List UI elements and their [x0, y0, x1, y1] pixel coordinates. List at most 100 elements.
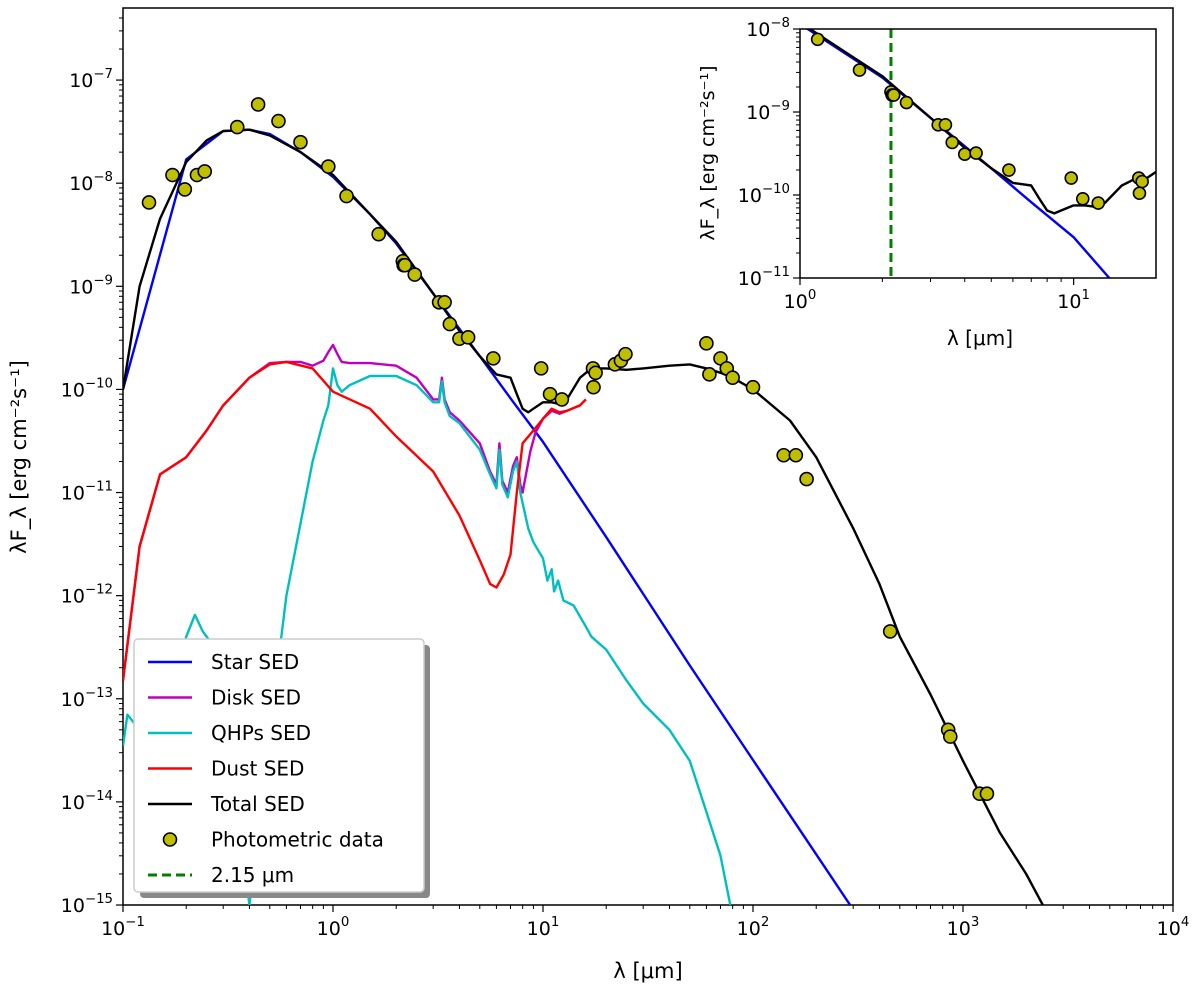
legend-box: [133, 638, 425, 893]
legend-label: Total SED: [210, 792, 305, 816]
y-tick-label: 10−9: [746, 99, 790, 124]
y-tick-label: 10−7: [69, 67, 113, 92]
photometric-data-point: [542, 386, 558, 402]
photometric-data-point: [293, 134, 308, 150]
x-tick-label: 100: [784, 288, 817, 313]
y-tick-label: 10−9: [69, 273, 113, 298]
photometric-data-point: [882, 624, 898, 639]
photometric-data-point: [1091, 196, 1106, 210]
x-tick-label: 100: [317, 915, 350, 940]
main-photometric-markers: [141, 97, 995, 802]
x-tick-label: 103: [947, 915, 980, 940]
y-tick-label: 10−12: [61, 583, 113, 608]
legend-label: 2.15 μm: [211, 863, 294, 887]
y-tick-label: 10−11: [738, 265, 790, 290]
photometric-data-point: [702, 367, 717, 382]
legend-label: Star SED: [211, 650, 299, 674]
main-sed-plot: 10−1 100 101 102 103 104 10−15 10−14 10−13 10−12…: [7, 7, 1189, 983]
legend-swatch: [162, 832, 178, 847]
photometric-data-point: [942, 729, 958, 744]
photometric-data-point: [554, 392, 570, 407]
photometric-data-point: [618, 346, 633, 362]
photometric-data-point: [1132, 186, 1147, 201]
inset-plot-frame: [799, 28, 1157, 279]
legend-items: Star SED Disk SED QHPs SED Dust SED Total SE…: [148, 650, 384, 887]
legend-entry-dust-sed: Dust SED: [148, 757, 304, 781]
photometric-data-point: [397, 257, 413, 273]
photometric-data-point: [250, 97, 266, 112]
photometric-data-point: [165, 167, 180, 183]
photometric-data-point: [957, 147, 972, 162]
photometric-data-point: [177, 182, 193, 197]
photometric-data-point: [460, 330, 476, 345]
y-tick-label: 10−10: [61, 376, 113, 401]
legend-entry-qhps-sed: QHPs SED: [148, 721, 311, 745]
photometric-data-point: [799, 471, 814, 487]
photometric-data-point: [586, 379, 601, 395]
y-tick-label: 10−15: [61, 892, 113, 917]
photometric-data-point: [197, 164, 213, 179]
photometric-data-point: [437, 294, 452, 310]
photometric-data-point: [979, 786, 995, 802]
y-tick-label: 10−8: [746, 16, 790, 41]
y-tick-label: 10−11: [61, 480, 113, 505]
inset-photometric-markers: [810, 32, 1149, 210]
photometric-data-point: [321, 159, 336, 174]
photometric-data-point: [1075, 191, 1090, 206]
photometric-data-point: [229, 119, 245, 135]
photometric-data-point: [486, 351, 501, 366]
photometric-data-point: [725, 370, 740, 385]
photometric-data-point: [938, 118, 953, 132]
inset-x-axis-ticks: 100 101: [784, 278, 1090, 313]
photometric-data-point: [339, 188, 354, 204]
photometric-data-point: [588, 365, 603, 381]
photometric-data-point: [407, 267, 423, 282]
inset-y-axis-ticks: 10−11 10−10 10−9 10−8: [738, 16, 800, 290]
x-tick-label: 102: [737, 915, 770, 940]
y-tick-label: 10−13: [61, 686, 113, 711]
main-y-axis-label: λF_λ [erg cm⁻²s⁻¹]: [7, 360, 32, 554]
legend-entry-star-sed: Star SED: [148, 650, 299, 674]
photometric-data-point: [141, 195, 157, 210]
inset-x-axis-label: λ [μm]: [947, 326, 1013, 350]
x-tick-label: 101: [527, 915, 560, 940]
photometric-data-point: [776, 447, 791, 463]
legend-entry-2-15-m: 2.15 μm: [148, 863, 294, 887]
y-tick-label: 10−14: [61, 789, 113, 814]
photometric-data-point: [852, 63, 867, 77]
legend: Star SED Disk SED QHPs SED Dust SED Total SE…: [133, 638, 430, 898]
photometric-data-point: [788, 447, 804, 463]
inset-y-axis-label: λF_λ [erg cm⁻²s⁻¹]: [697, 65, 719, 240]
main-y-axis-ticks: 10−15 10−14 10−13 10−12 10−11 10−10 10−9 10−8 10…: [61, 17, 123, 917]
main-plot-frame: [122, 7, 1174, 906]
x-tick-label: 10−1: [101, 915, 145, 940]
x-tick-label: 101: [1057, 288, 1090, 313]
photometric-data-point: [1064, 171, 1079, 185]
photometric-data-point: [1002, 163, 1016, 177]
y-tick-label: 10−8: [69, 170, 113, 195]
photometric-data-point: [442, 316, 458, 332]
legend-entry-total-sed: Total SED: [148, 792, 305, 816]
photometric-data-point: [1135, 174, 1149, 189]
main-x-axis-ticks: 10−1 100 101 102 103 104: [101, 905, 1189, 940]
photometric-data-point: [371, 226, 386, 242]
x-tick-label: 104: [1157, 915, 1190, 940]
y-tick-label: 10−10: [738, 182, 790, 207]
disk-sed-line: [123, 343, 581, 681]
photometric-data-point: [533, 361, 549, 376]
inset-sed-plot: 100 101 10−11 10−10 10−9 10−8 λ [μm] λF_λ [e…: [697, 16, 1157, 350]
legend-entry-disk-sed: Disk SED: [148, 686, 301, 710]
photometric-data-point: [271, 113, 286, 129]
photometric-data-point: [899, 95, 914, 110]
legend-label: Disk SED: [211, 686, 301, 710]
legend-label: Photometric data: [211, 828, 384, 852]
photometric-data-point: [810, 32, 825, 47]
photometric-data-point: [745, 379, 761, 395]
legend-label: QHPs SED: [211, 721, 311, 745]
main-x-axis-label: λ [μm]: [613, 959, 682, 983]
photometric-data-point: [699, 336, 714, 351]
legend-entry-photometric-data: Photometric data: [162, 828, 384, 852]
legend-label: Dust SED: [211, 757, 304, 781]
photometric-data-point: [945, 135, 960, 150]
